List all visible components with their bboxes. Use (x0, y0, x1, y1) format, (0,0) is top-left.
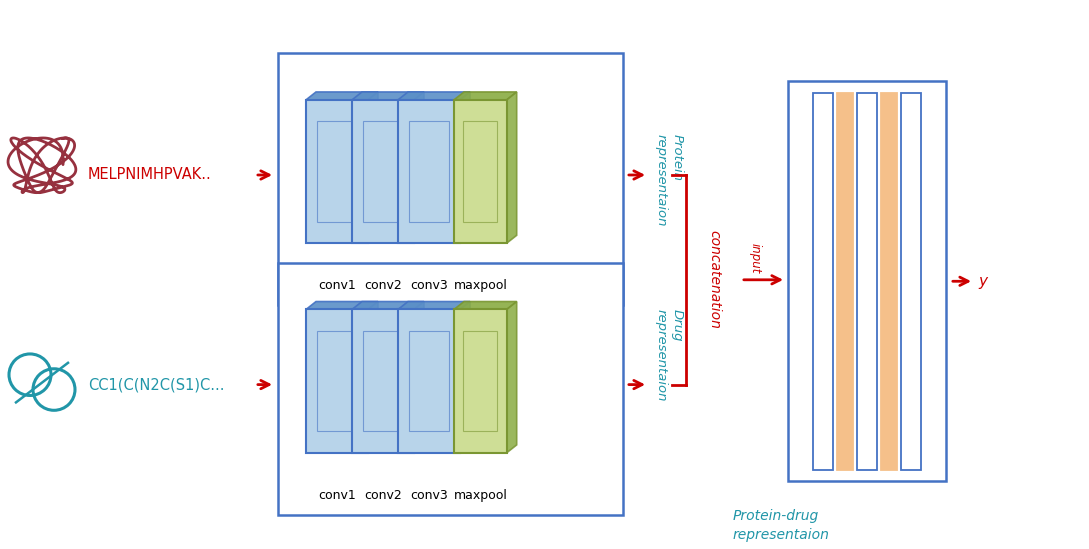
Text: conv2: conv2 (364, 279, 402, 292)
Text: conv3: conv3 (411, 489, 448, 502)
Polygon shape (397, 310, 460, 453)
Text: CC1(C(N2C(S1)C...: CC1(C(N2C(S1)C... (88, 377, 224, 392)
Text: maxpool: maxpool (453, 279, 507, 292)
Text: MELPNIMHPVAK..: MELPNIMHPVAK.. (88, 167, 211, 182)
Text: input: input (749, 244, 762, 274)
Polygon shape (414, 92, 424, 243)
Polygon shape (368, 301, 378, 453)
FancyBboxPatch shape (881, 93, 897, 469)
Polygon shape (363, 331, 403, 432)
Polygon shape (352, 100, 414, 243)
Text: concatenation: concatenation (707, 231, 721, 329)
Polygon shape (317, 121, 357, 222)
Polygon shape (454, 92, 516, 100)
FancyBboxPatch shape (278, 53, 623, 305)
Polygon shape (397, 92, 470, 100)
Polygon shape (397, 100, 460, 243)
Polygon shape (352, 310, 414, 453)
Polygon shape (460, 92, 470, 243)
Text: maxpool: maxpool (453, 489, 507, 502)
Polygon shape (409, 121, 449, 222)
FancyBboxPatch shape (837, 93, 853, 469)
Polygon shape (352, 92, 424, 100)
Polygon shape (506, 301, 516, 453)
Polygon shape (454, 310, 506, 453)
Polygon shape (306, 92, 378, 100)
Text: Protein
representaion: Protein representaion (654, 134, 684, 226)
FancyBboxPatch shape (788, 81, 946, 481)
Text: conv1: conv1 (318, 489, 356, 502)
Text: y: y (978, 274, 987, 289)
Polygon shape (454, 301, 516, 310)
Polygon shape (306, 100, 368, 243)
FancyBboxPatch shape (813, 93, 833, 469)
FancyBboxPatch shape (901, 93, 921, 469)
Polygon shape (363, 121, 403, 222)
Polygon shape (368, 92, 378, 243)
FancyBboxPatch shape (857, 93, 877, 469)
Polygon shape (460, 301, 470, 453)
Polygon shape (306, 310, 368, 453)
Polygon shape (352, 301, 424, 310)
Text: Protein-drug
representaion: Protein-drug representaion (733, 509, 830, 541)
Text: conv2: conv2 (364, 489, 402, 502)
Polygon shape (306, 301, 378, 310)
Polygon shape (414, 301, 424, 453)
Text: Drug
representaion: Drug representaion (654, 309, 684, 401)
Polygon shape (464, 331, 498, 432)
Polygon shape (454, 100, 506, 243)
Text: conv1: conv1 (318, 279, 356, 292)
Text: conv3: conv3 (411, 279, 448, 292)
Polygon shape (409, 331, 449, 432)
FancyBboxPatch shape (278, 263, 623, 515)
Polygon shape (397, 301, 470, 310)
Polygon shape (317, 331, 357, 432)
Polygon shape (506, 92, 516, 243)
Polygon shape (464, 121, 498, 222)
